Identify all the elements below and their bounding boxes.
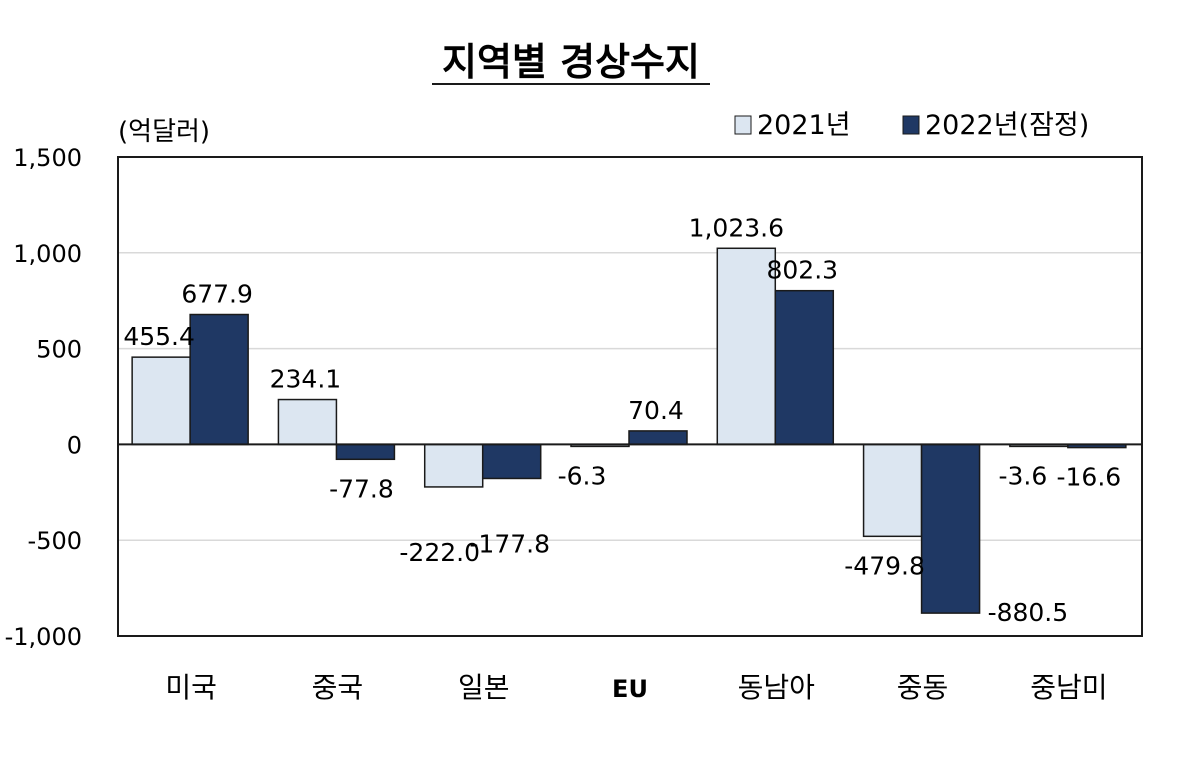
y-tick-label: -1,000 [5, 623, 82, 651]
bar-2022-2 [481, 443, 542, 480]
y-tick-label: 1,000 [13, 240, 82, 268]
bar-2022-1 [335, 443, 396, 461]
x-category-label: 중국 [312, 671, 364, 704]
legend-swatch-2022 [902, 115, 920, 135]
data-label: 802.3 [766, 256, 838, 285]
legend-label-2021: 2021년 [757, 110, 851, 141]
data-label: 234.1 [270, 365, 342, 394]
data-label: -177.8 [469, 529, 550, 558]
data-label: -77.8 [329, 474, 394, 503]
y-tick-label: -500 [28, 527, 82, 555]
data-label: -16.6 [1057, 463, 1122, 492]
legend: 2021년 2022년(잠정) [734, 110, 1089, 141]
bar-2021-5 [862, 443, 923, 538]
data-label: 70.4 [628, 396, 684, 425]
plot-frame [117, 156, 1143, 637]
bar-2022-5 [920, 443, 981, 614]
bars [131, 247, 1127, 614]
data-label: -6.3 [558, 461, 607, 490]
x-category-label: 동남아 [738, 671, 815, 704]
data-label: -3.6 [998, 461, 1047, 490]
x-category-label: 미국 [165, 671, 217, 704]
x-category-label: 일본 [458, 671, 510, 704]
legend-label-2022: 2022년(잠정) [925, 110, 1089, 141]
chart-title: 지역별 경상수지 [442, 40, 700, 84]
unit-label: (억달러) [118, 117, 210, 147]
x-axis-categories: 미국 중국 일본 EU 동남아 중동 중남미 [165, 671, 1107, 704]
data-labels: 455.4 677.9 234.1 -77.8 -222.0-177.8 -6.3 70.4… [123, 213, 1121, 627]
data-label: 1,023.6 [689, 213, 784, 242]
data-label: -222.0 [399, 538, 480, 567]
x-category-label: EU [612, 675, 648, 703]
data-label: -880.5 [988, 598, 1069, 627]
bar-2021-2 [423, 443, 484, 488]
legend-swatch-2021 [734, 115, 752, 135]
bar-2021-1 [277, 398, 338, 446]
y-tick-label: 0 [67, 431, 82, 459]
bar-2022-0 [189, 313, 249, 446]
data-label: 677.9 [181, 280, 253, 309]
y-tick-label: 500 [36, 336, 82, 364]
bar-2021-4 [716, 247, 777, 446]
bar-2022-4 [774, 289, 835, 446]
x-category-label: 중동 [897, 671, 949, 704]
data-label: -479.8 [844, 551, 925, 580]
y-tick-label: 1,500 [13, 144, 82, 172]
y-axis-ticks: 1,500 1,000 500 0 -500 -1,000 [5, 144, 82, 651]
x-category-label: 중남미 [1030, 671, 1107, 704]
data-label: 455.4 [123, 322, 195, 351]
bar-2021-0 [131, 356, 191, 446]
bar-2022-3 [628, 430, 688, 446]
